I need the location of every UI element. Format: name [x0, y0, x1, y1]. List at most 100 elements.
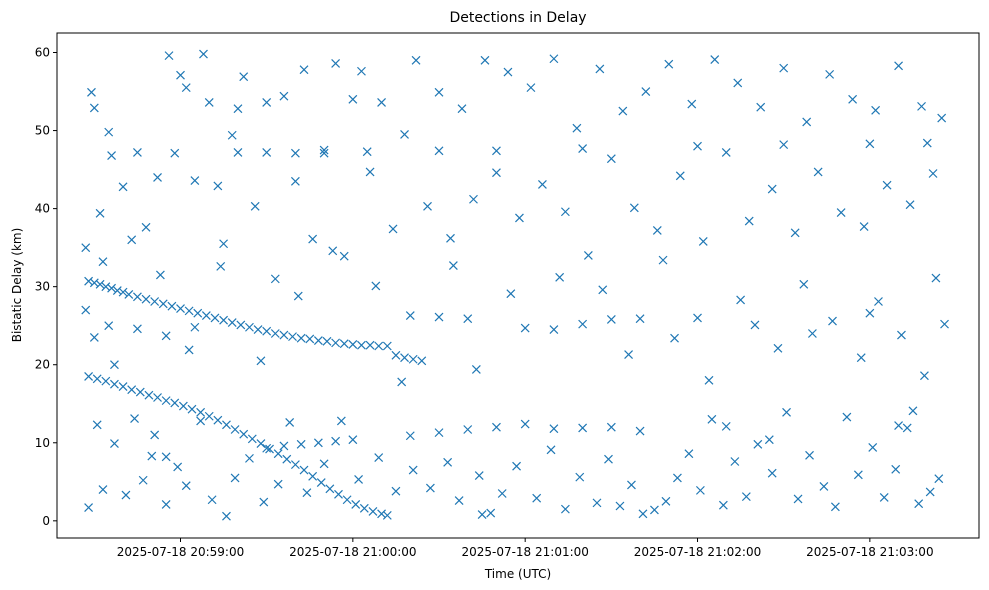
data-point — [357, 66, 366, 76]
y-tick-label: 10 — [35, 436, 50, 450]
data-point — [546, 445, 556, 455]
data-point — [253, 325, 263, 335]
data-point — [793, 494, 803, 504]
data-point — [549, 54, 559, 64]
data-point — [262, 326, 272, 336]
data-point — [606, 154, 616, 164]
data-point — [138, 475, 148, 485]
data-point — [549, 424, 559, 434]
data-point — [87, 87, 96, 97]
data-point — [181, 83, 191, 93]
data-point — [830, 502, 840, 512]
data-point — [937, 113, 947, 123]
data-point — [118, 182, 128, 192]
data-point — [865, 308, 875, 318]
data-point — [721, 421, 731, 431]
data-point — [190, 176, 200, 185]
data-point — [305, 334, 315, 344]
data-point — [110, 439, 119, 448]
data-point — [693, 141, 702, 151]
data-point — [492, 422, 501, 432]
data-point — [348, 435, 358, 445]
axes-frame — [56, 32, 980, 539]
x-tick-label: 2025-07-18 20:59:00 — [117, 545, 244, 559]
data-point — [583, 251, 593, 260]
data-point — [222, 420, 231, 430]
data-point — [503, 67, 513, 77]
data-point — [170, 398, 180, 408]
data-point — [365, 340, 375, 350]
data-point — [879, 492, 889, 502]
data-point — [641, 87, 651, 96]
data-point — [81, 243, 91, 253]
data-point — [207, 495, 217, 505]
data-point — [492, 168, 501, 178]
data-point — [158, 299, 168, 309]
data-point — [836, 208, 846, 217]
data-point — [150, 430, 160, 440]
data-point — [707, 414, 717, 424]
y-tick-label: 0 — [42, 514, 50, 528]
data-point — [273, 479, 283, 489]
data-point — [474, 471, 484, 480]
data-point — [695, 485, 705, 495]
y-axis: 0 10 20 30 40 50 60 — [35, 46, 57, 528]
data-point — [190, 322, 200, 332]
data-point — [132, 147, 142, 157]
y-tick-label: 20 — [35, 358, 50, 372]
data-point — [374, 453, 384, 463]
data-point — [331, 59, 341, 68]
data-point — [89, 103, 99, 113]
data-point — [807, 329, 817, 338]
data-point — [874, 297, 883, 306]
data-point — [718, 500, 728, 510]
data-point — [825, 69, 835, 79]
data-point — [425, 483, 435, 493]
data-point — [101, 282, 111, 292]
data-point — [434, 428, 444, 438]
data-point — [417, 356, 427, 366]
data-point — [279, 330, 289, 340]
data-point — [239, 429, 249, 439]
data-point — [767, 184, 777, 194]
data-point — [279, 91, 289, 101]
data-point — [334, 489, 343, 499]
data-point — [256, 356, 266, 366]
data-point — [388, 224, 398, 234]
data-point — [578, 319, 588, 329]
data-point — [308, 234, 318, 244]
data-point — [107, 151, 116, 160]
data-point — [164, 51, 174, 61]
data-point — [342, 495, 352, 505]
data-point — [336, 416, 346, 426]
data-point — [368, 507, 378, 516]
data-point — [308, 471, 318, 481]
data-point — [170, 148, 180, 158]
data-point — [859, 222, 869, 231]
data-point — [279, 441, 289, 451]
data-point — [891, 464, 901, 474]
data-point — [434, 87, 444, 97]
data-point — [348, 340, 358, 349]
data-point — [196, 407, 206, 417]
data-point — [423, 201, 432, 211]
data-point — [84, 276, 94, 286]
data-point — [471, 364, 481, 374]
data-point — [624, 350, 634, 360]
data-point — [357, 340, 366, 350]
data-point — [92, 420, 102, 430]
data-point — [365, 167, 375, 177]
data-point — [434, 146, 444, 156]
data-point — [339, 251, 349, 261]
data-point — [141, 294, 151, 304]
data-point — [227, 318, 237, 327]
data-point — [216, 261, 226, 271]
data-point — [245, 322, 254, 332]
data-point — [144, 390, 154, 400]
data-point — [147, 451, 157, 461]
chart-title: Detections in Delay — [449, 10, 586, 26]
data-point — [250, 201, 260, 211]
data-point — [302, 488, 312, 498]
data-point — [532, 493, 542, 503]
